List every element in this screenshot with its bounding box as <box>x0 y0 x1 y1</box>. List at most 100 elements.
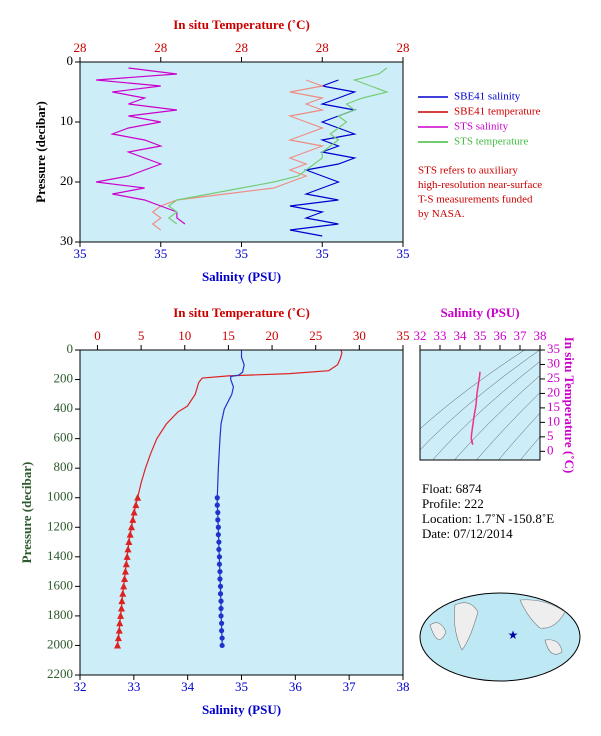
x-tick-label: 28 <box>397 40 410 55</box>
map-land <box>544 639 563 655</box>
x-tick-label: 38 <box>397 679 410 694</box>
marker <box>116 619 124 627</box>
marker <box>118 597 126 605</box>
profile-line <box>216 350 245 498</box>
y-tick-label: 0 <box>67 341 74 356</box>
x-tick-label: 32 <box>74 679 87 694</box>
x-tick-label: 37 <box>343 679 357 694</box>
marker <box>115 626 123 634</box>
y-tick-label: 30 <box>60 233 73 248</box>
marker <box>216 539 222 545</box>
y-tick-label: 10 <box>60 113 73 128</box>
plot-area <box>420 350 540 460</box>
marker <box>215 532 221 538</box>
y-tick-label: 1800 <box>47 607 73 622</box>
isopycnal <box>454 375 540 460</box>
y-axis-title: Pressure (decibar) <box>19 462 34 564</box>
marker <box>215 509 221 516</box>
plot-background <box>420 350 540 460</box>
x-tick-label: 25 <box>309 328 322 343</box>
note-line: T-S measurements funded <box>418 194 533 206</box>
marker <box>132 501 140 509</box>
x-tick-label: 28 <box>235 40 248 55</box>
x-tick-label: 0 <box>94 328 101 343</box>
float-info: Location: 1.7˚N -150.8˚E <box>422 511 554 526</box>
x-tick-label: 10 <box>178 328 191 343</box>
marker <box>129 515 137 523</box>
note-line: high-resolution near-surface <box>418 179 542 191</box>
y-tick-label: 35 <box>547 341 560 356</box>
plot-background <box>80 62 403 242</box>
float-info: Profile: 222 <box>422 496 484 511</box>
profile-line <box>137 349 343 498</box>
x-tick-label: 35 <box>316 246 329 261</box>
y-tick-label: 2200 <box>47 666 73 681</box>
marker <box>125 538 133 546</box>
marker <box>217 583 224 589</box>
legend-label: STS temperature <box>454 136 528 148</box>
x-axis-title: In situ Temperature (˚C) <box>173 305 310 320</box>
marker <box>117 611 125 619</box>
marker <box>216 546 222 553</box>
x-tick-label: 37 <box>514 328 528 343</box>
y-tick-label: 1400 <box>47 548 73 563</box>
x-axis-title: Salinity (PSU) <box>440 305 519 320</box>
x-tick-label: 35 <box>235 246 248 261</box>
marker <box>215 517 221 523</box>
map-land <box>519 599 566 629</box>
plot-frame <box>419 349 541 461</box>
marker <box>215 524 221 530</box>
x-tick-label: 5 <box>138 328 145 343</box>
profile-line <box>96 67 186 225</box>
y-tick-label: 1000 <box>47 489 73 504</box>
x-tick-label: 35 <box>235 679 248 694</box>
y-tick-label: 600 <box>54 430 74 445</box>
x-tick-label: 35 <box>74 246 87 261</box>
marker <box>123 552 131 560</box>
marker <box>114 641 122 649</box>
legend-label: SBE41 temperature <box>454 106 541 118</box>
profile-line <box>151 79 325 231</box>
x-tick-label: 15 <box>222 328 235 343</box>
x-tick-label: 34 <box>454 328 468 343</box>
x-tick-label: 28 <box>74 40 87 55</box>
x-tick-label: 35 <box>154 246 167 261</box>
isopycnal <box>432 361 540 460</box>
marker <box>121 567 129 575</box>
marker <box>114 634 122 642</box>
y-tick-label: 20 <box>60 173 73 188</box>
marker <box>217 591 224 597</box>
marker <box>218 628 225 634</box>
marker <box>219 642 225 649</box>
y-tick-label: 800 <box>54 459 74 474</box>
marker <box>124 545 132 553</box>
y-tick-label: 25 <box>547 370 560 385</box>
marker <box>214 495 220 501</box>
y-tick-label: 200 <box>54 371 74 386</box>
float-info: Date: 07/12/2014 <box>422 526 513 541</box>
note-line: STS refers to auxiliary <box>418 165 518 177</box>
plot-background <box>80 350 403 675</box>
profile-line <box>167 67 389 225</box>
y-tick-label: 30 <box>547 355 560 370</box>
legend-label: SBE41 salinity <box>454 91 521 103</box>
map-land <box>429 622 447 640</box>
y-tick-label: 1200 <box>47 518 73 533</box>
y-tick-label: 2000 <box>47 636 73 651</box>
x-tick-label: 33 <box>127 679 140 694</box>
marker <box>217 576 223 582</box>
x-tick-label: 38 <box>534 328 547 343</box>
float-location: ★ <box>508 628 519 642</box>
marker <box>126 530 134 538</box>
marker <box>134 493 142 501</box>
y-tick-label: 10 <box>547 413 560 428</box>
map-land <box>454 602 479 651</box>
marker <box>117 604 125 612</box>
isopycnal <box>420 350 540 451</box>
map-ocean <box>419 592 581 682</box>
marker <box>217 568 223 575</box>
x-tick-label: 30 <box>353 328 366 343</box>
x-tick-label: 28 <box>154 40 167 55</box>
x-tick-label: 35 <box>397 246 410 261</box>
